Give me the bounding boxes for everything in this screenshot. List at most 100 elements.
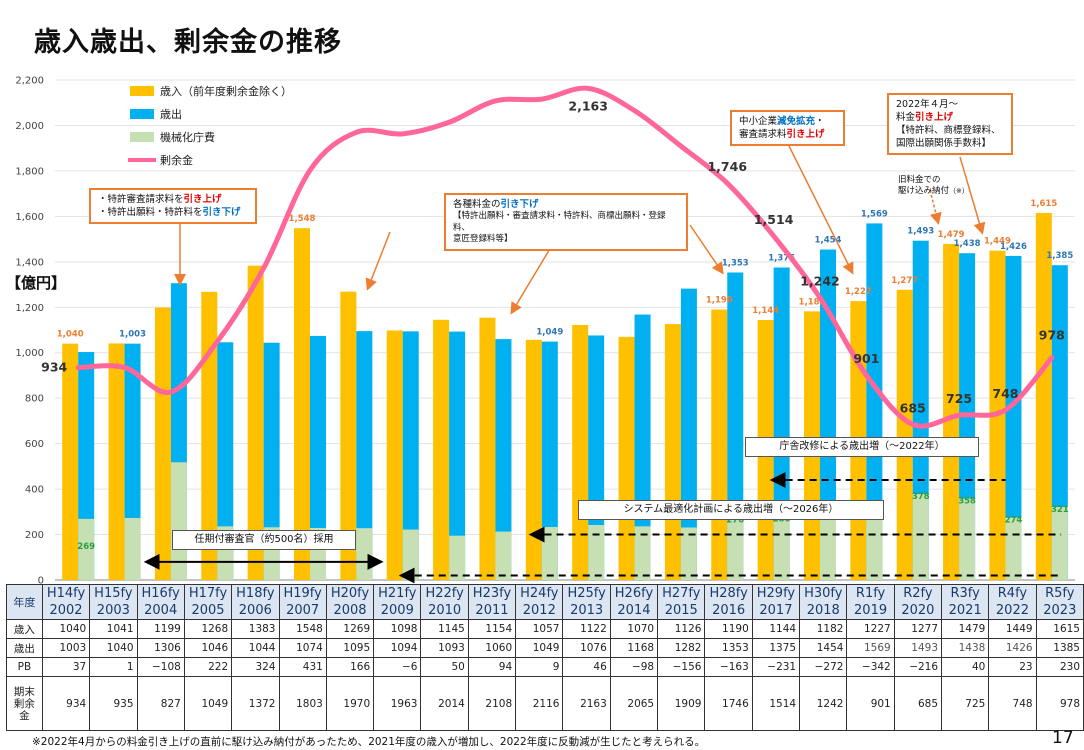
calendar-year-label: 2020 <box>901 603 935 618</box>
surplus-labels: 934 2,163 1,746 1,514 1,242 901 685 725 748 978 <box>41 98 1065 415</box>
revenue-bar <box>1035 212 1052 581</box>
calendar-year-label: 2012 <box>522 603 556 618</box>
y-tick-label: 1,600 <box>15 212 44 223</box>
expenditure-bar <box>1051 265 1068 580</box>
fiscal-year-label: R4fy <box>997 586 1028 601</box>
expenditure-bar <box>541 341 558 580</box>
fiscal-year-label: H18fy <box>236 586 275 601</box>
y-tick-label: 2,200 <box>15 76 44 87</box>
row-label: PB <box>6 657 43 677</box>
expenditure-bar <box>402 331 419 580</box>
revenue-value-label: 1,227 <box>845 287 872 297</box>
table-cell: 1306 <box>136 638 185 658</box>
page-number: 17 <box>1052 728 1074 748</box>
calendar-year-label: 2006 <box>238 603 272 618</box>
system-label: システム最適化計画による歳出増（～2026年） <box>578 500 884 520</box>
callout-fee-increase-2022: 2022年４月～ 料金引き上げ 【特許料、商標登録料、 国際出願関係手数料】 <box>887 93 1013 155</box>
surplus-value-label: 1,746 <box>707 159 747 174</box>
table-cell: 1 <box>89 657 138 677</box>
row-label: 歳入 <box>6 619 43 639</box>
table-cell: 1372 <box>231 676 280 731</box>
calendar-year-label: 2009 <box>380 603 414 618</box>
callout-arrow <box>787 143 854 275</box>
calendar-year-label: 2005 <box>191 603 225 618</box>
revenue-bar <box>62 343 79 580</box>
legend-label: 剰余金 <box>160 153 193 167</box>
calendar-year-label: 2017 <box>759 603 793 618</box>
table-row: 歳入 1040 1041 1199 1268 1383 1548 1269 1098 1145 11… <box>6 619 1084 639</box>
fiscal-year-label: H28fy <box>709 586 748 601</box>
mechanization-bar <box>541 527 558 580</box>
table-cell: 23 <box>988 657 1037 677</box>
table-row: PB 37 1 −108 222 324 431 166 −6 50 94 9 46 −98 −156 −16… <box>6 657 1084 677</box>
mechanization-bar <box>78 518 95 580</box>
surplus-value-label: 934 <box>41 360 67 375</box>
year-header: R3fy 2021 <box>941 584 990 620</box>
expenditure-bar <box>1005 255 1022 580</box>
building-label: 庁舎改修による歳出増（～2022年） <box>745 437 979 457</box>
revenue-bar <box>154 307 171 580</box>
table-cell: −216 <box>893 657 943 677</box>
expenditure-value-label: 1,353 <box>722 259 749 269</box>
mechanization-value-label: 378 <box>912 492 930 502</box>
fiscal-year-label: R3fy <box>950 586 980 601</box>
fiscal-year-label: H17fy <box>188 586 228 601</box>
row-label: 期末 剰余金 <box>6 676 43 731</box>
fiscal-year-label: H30fy <box>804 586 843 601</box>
calendar-year-label: 2019 <box>854 603 888 618</box>
surplus-line <box>75 85 1055 429</box>
fiscal-year-label: H14fy <box>46 586 86 601</box>
expenditure-value-label: 1,003 <box>119 330 146 340</box>
table-cell: 1746 <box>704 676 753 731</box>
table-cell: 1385 <box>1035 638 1084 658</box>
callout-arrow <box>689 224 724 275</box>
table-cell: 1040 <box>41 619 91 639</box>
y-axis: 0 200 400 600 800 1,000 1,200 1,400 1,600 1,800 2,… <box>15 76 44 585</box>
expenditure-value-label: 1,049 <box>536 328 563 338</box>
expenditure-bar <box>820 249 836 580</box>
revenue-bar <box>247 265 264 580</box>
calendar-year-label: 2008 <box>333 603 367 618</box>
fiscal-year-label: R1fy <box>855 586 886 601</box>
table-cell: 1076 <box>562 638 611 658</box>
year-header: H30fy 2018 <box>799 584 848 620</box>
expenditure-value-label: 1,375 <box>768 254 795 264</box>
unit-label: 【億円】 <box>6 274 67 292</box>
fiscal-year-label: H21fy <box>378 586 417 601</box>
y-tick-label: 2,000 <box>15 121 44 132</box>
year-header: H26fy 2014 <box>609 584 659 620</box>
revenue-bar <box>294 228 310 580</box>
table-cell: 1353 <box>704 638 753 658</box>
y-tick-label: 1,200 <box>15 303 44 314</box>
table-cell: 935 <box>89 676 138 731</box>
table-cell: 1548 <box>278 619 327 639</box>
mechanization-bar <box>773 516 790 580</box>
table-cell: 1060 <box>467 638 517 658</box>
mechanization-bar <box>680 527 697 580</box>
table-cell: −108 <box>136 657 185 677</box>
mechanization-bar <box>912 494 929 580</box>
mechanization-bar <box>402 529 419 580</box>
table-cell: 1227 <box>846 619 895 639</box>
year-header: H19fy 2007 <box>278 584 327 620</box>
table-cell: 46 <box>562 657 611 677</box>
fiscal-year-label: H22fy <box>425 586 464 601</box>
surplus-value-label: 901 <box>853 351 879 366</box>
table-cell: 222 <box>183 657 233 677</box>
calendar-year-label: 2014 <box>617 603 651 618</box>
mechanization-value-label: 321 <box>1051 505 1069 515</box>
mechanization-bar <box>356 528 373 580</box>
mechanization-bar <box>124 517 141 580</box>
year-header: R4fy 2022 <box>988 584 1037 620</box>
recruit-label: 任期付審査官（約500名）採用 <box>172 530 356 550</box>
table-cell: 94 <box>467 657 517 677</box>
expenditure-value-label: 1,493 <box>907 227 934 237</box>
table-cell: 1168 <box>609 638 659 658</box>
calendar-year-label: 2018 <box>806 603 840 618</box>
mechanization-bar <box>170 462 187 580</box>
table-cell: 1199 <box>136 619 185 639</box>
surplus-value-label: 725 <box>946 391 972 406</box>
year-header: R1fy 2019 <box>846 584 895 620</box>
table-cell: 901 <box>846 676 895 731</box>
fiscal-year-label: H16fy <box>141 586 180 601</box>
